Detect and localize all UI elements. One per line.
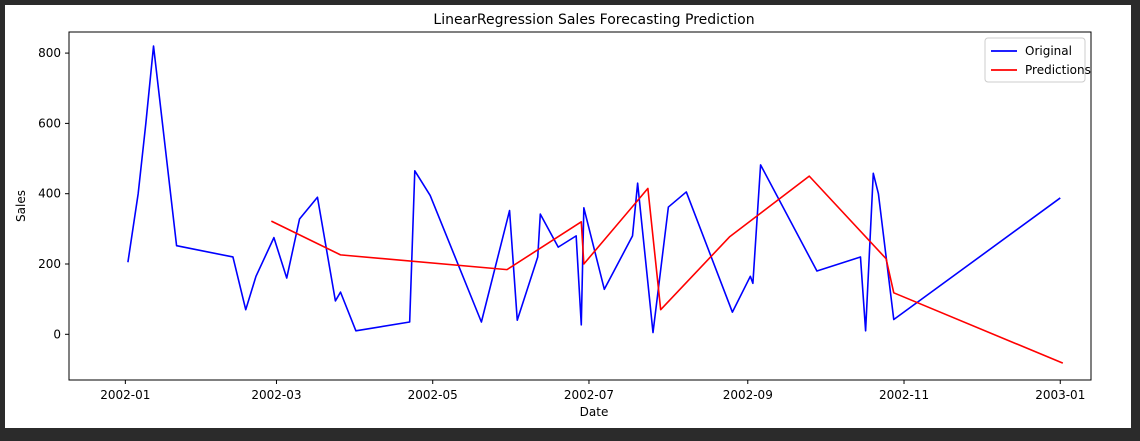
y-axis: 0 200 400 600 800	[38, 46, 69, 341]
x-tick-label: 2003-01	[1035, 388, 1085, 402]
chart-panel: LinearRegression Sales Forecasting Predi…	[5, 5, 1131, 428]
y-tick-label: 800	[38, 46, 61, 60]
line-chart: LinearRegression Sales Forecasting Predi…	[14, 12, 1092, 419]
y-tick-label: 200	[38, 257, 61, 271]
x-tick-label: 2002-07	[564, 388, 614, 402]
x-tick-label: 2002-11	[879, 388, 929, 402]
y-tick-label: 0	[53, 327, 61, 341]
legend-box	[984, 37, 1086, 83]
legend-label-predictions: Predictions	[1025, 63, 1091, 77]
y-tick-label: 600	[38, 116, 61, 130]
series-line-original	[127, 45, 1061, 334]
x-tick-label: 2002-03	[251, 388, 301, 402]
legend-label-original: Original	[1025, 44, 1072, 58]
legend: Original Predictions	[984, 37, 1091, 83]
x-tick-label: 2002-01	[100, 388, 150, 402]
x-tick-label: 2002-05	[408, 388, 458, 402]
x-tick-label: 2002-09	[723, 388, 773, 402]
series-line-predictions	[270, 175, 1064, 364]
x-axis-label: Date	[580, 405, 609, 419]
plot-area	[127, 45, 1064, 364]
plot-frame	[68, 31, 1092, 381]
x-axis: 2002-01 2002-03 2002-05 2002-07 2002-09 2002-…	[100, 380, 1085, 402]
chart-title: LinearRegression Sales Forecasting Predi…	[433, 12, 754, 28]
y-axis-label: Sales	[14, 190, 28, 222]
y-tick-label: 400	[38, 187, 61, 201]
